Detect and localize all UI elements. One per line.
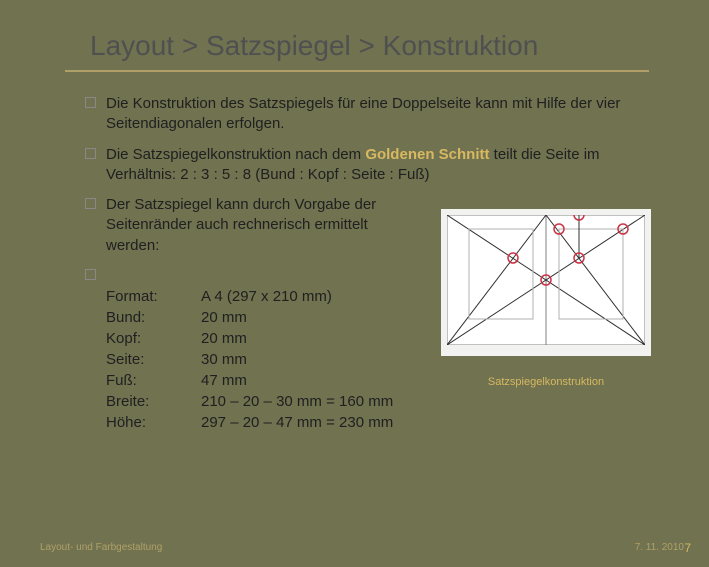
footer: Layout- und Farbgestaltung 7. 11. 2010 (40, 542, 684, 553)
page-title: Layout > Satzspiegel > Konstruktion (90, 30, 659, 62)
construction-diagram (441, 209, 651, 356)
table-row: Breite: 210 – 20 – 30 mm = 160 mm (106, 391, 659, 412)
content-area: Die Konstruktion des Satzspiegels für ei… (85, 94, 659, 433)
square-bullet-icon (85, 97, 96, 108)
diagram-caption: Satzspiegelkonstruktion (441, 376, 651, 388)
row-value: 297 – 20 – 47 mm = 230 mm (201, 412, 659, 433)
bullet-item: Die Satzspiegelkonstruktion nach dem Gol… (85, 145, 659, 186)
diagram-container: Satzspiegelkonstruktion (441, 209, 651, 388)
row-label: Kopf: (106, 328, 201, 349)
table-row: Höhe: 297 – 20 – 47 mm = 230 mm (106, 412, 659, 433)
slide: Layout > Satzspiegel > Konstruktion Die … (0, 0, 709, 567)
square-bullet-icon (85, 269, 96, 280)
square-bullet-icon (85, 198, 96, 209)
row-label: Breite: (106, 391, 201, 412)
row-label: Höhe: (106, 412, 201, 433)
bullet-text-before: Die Satzspiegelkonstruktion nach dem (106, 146, 365, 163)
footer-right: 7. 11. 2010 (635, 542, 684, 553)
row-label: Seite: (106, 349, 201, 370)
square-bullet-icon (85, 148, 96, 159)
row-value: 210 – 20 – 30 mm = 160 mm (201, 391, 659, 412)
page-number: 7 (684, 541, 691, 555)
bullet-text: Die Konstruktion des Satzspiegels für ei… (106, 94, 659, 135)
bullet-text: Die Satzspiegelkonstruktion nach dem Gol… (106, 145, 659, 186)
title-underline (65, 70, 649, 72)
row-label: Bund: (106, 307, 201, 328)
highlight-text: Goldenen Schnitt (365, 146, 489, 163)
row-label: Format: (106, 286, 201, 307)
diagram-svg-icon (447, 215, 645, 345)
footer-left: Layout- und Farbgestaltung (40, 542, 162, 553)
bullet-text: Der Satzspiegel kann durch Vorgabe der S… (106, 195, 416, 256)
row-label: Fuß: (106, 370, 201, 391)
bullet-item: Die Konstruktion des Satzspiegels für ei… (85, 94, 659, 135)
